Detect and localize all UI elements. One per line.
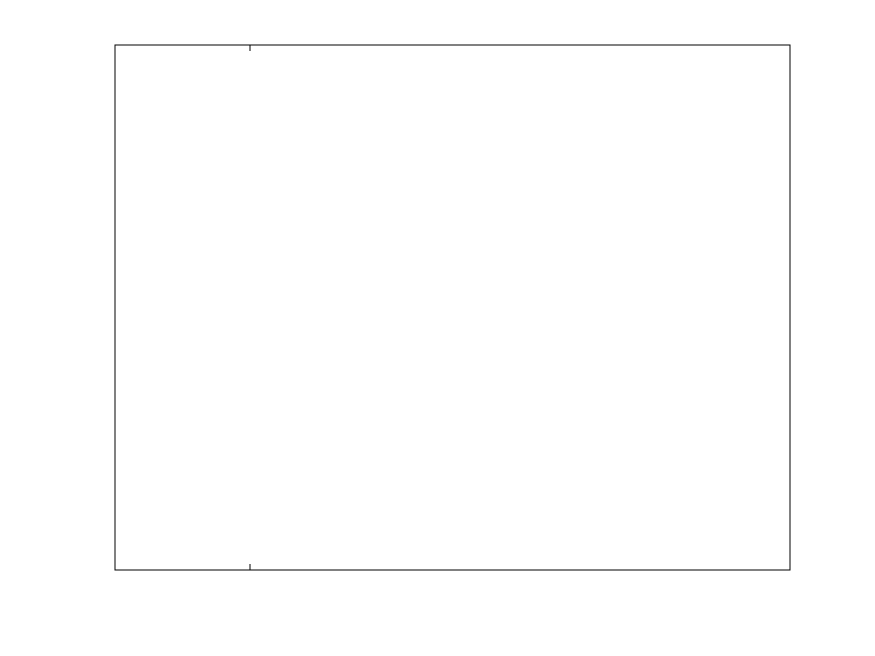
chart-background: [0, 0, 875, 656]
